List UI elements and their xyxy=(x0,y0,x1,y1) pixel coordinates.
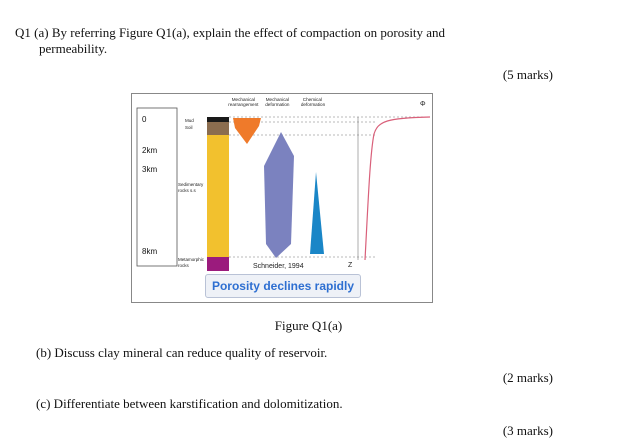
figure-caption: Figure Q1(a) xyxy=(274,318,343,333)
question-1b: (b) Discuss clay mineral can reduce qual… xyxy=(36,345,328,360)
layer-label-metamorphic-1: Metamorphic xyxy=(178,257,205,262)
question-1a-line1: Q1 (a) By referring Figure Q1(a), explai… xyxy=(15,25,446,40)
shape-chemical-deformation xyxy=(310,172,324,254)
citation: Schneider, 1994 xyxy=(253,263,304,270)
svg-text:Mechanical rearrangement: Mechanical rearrangement Mechanical defo… xyxy=(228,97,325,107)
layer-label-mud: Mud xyxy=(185,118,194,123)
column-sedimentary xyxy=(207,135,229,257)
question-1a-line2: permeability. xyxy=(39,41,108,56)
depth-axis-z: Z xyxy=(348,262,353,269)
depth-scale-box xyxy=(136,107,178,267)
layer-label-sedimentary-2: rocks s.s xyxy=(178,188,197,193)
callout-porosity-declines: Porosity declines rapidly xyxy=(205,274,361,298)
column-mud xyxy=(207,117,229,122)
question-1c: (c) Differentiate between karstification… xyxy=(36,396,343,411)
layer-label-soil: Soil xyxy=(185,125,193,130)
porosity-phi-symbol: Φ xyxy=(420,101,426,108)
header-rearrangement-2: rearrangement xyxy=(228,102,259,107)
depth-label-2km: 2km xyxy=(142,146,157,155)
marks-c: (3 marks) xyxy=(502,423,553,438)
depth-label-0: 0 xyxy=(142,115,147,124)
layer-label-sedimentary-1: Sedimentary xyxy=(178,182,204,187)
header-rearrangement-1: Mechanical xyxy=(232,97,255,102)
column-metamorphic xyxy=(207,257,229,271)
shape-mechanical-deformation xyxy=(264,132,294,258)
header-deformation-2: deformation xyxy=(265,102,290,107)
marks-b: (2 marks) xyxy=(502,370,553,385)
column-soil xyxy=(207,122,229,135)
header-deformation-1: Mechanical xyxy=(266,97,289,102)
figure-compaction: Mechanical rearrangement Mechanical defo… xyxy=(131,93,433,303)
svg-text:Mud Soil Sedimenta: Mud Soil Sedimentary rocks s.s Metamorph… xyxy=(178,118,205,268)
svg-text:0 2km 3km 8k: 0 2km 3km 8km xyxy=(142,115,159,256)
question-1a: Q1 (a) By referring Figure Q1(a), explai… xyxy=(15,25,555,57)
depth-label-8km: 8km xyxy=(142,247,157,256)
marks-a: (5 marks) xyxy=(502,67,553,82)
depth-label-3km: 3km xyxy=(142,165,157,174)
shape-mechanical-rearrangement xyxy=(233,118,261,144)
header-chemical-2: deformation xyxy=(301,102,326,107)
header-chemical-1: Chemical xyxy=(303,97,322,102)
porosity-curve xyxy=(364,116,431,261)
layer-label-metamorphic-2: rocks xyxy=(178,263,190,268)
